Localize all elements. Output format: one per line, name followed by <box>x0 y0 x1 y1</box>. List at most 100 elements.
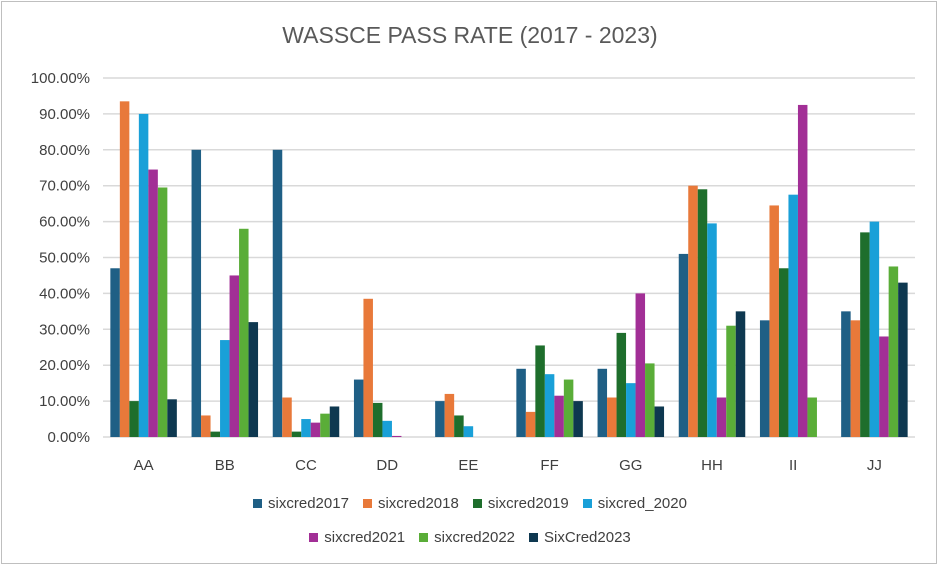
bar-II-sixcred_2020 <box>788 194 798 437</box>
legend-row: sixcred2021 sixcred2022 SixCred2023 <box>0 520 940 554</box>
legend-swatch <box>529 532 539 542</box>
legend-label: SixCred2023 <box>544 528 631 546</box>
bar-II-sixcred2017 <box>759 320 770 437</box>
x-tick-label: DD <box>376 457 398 474</box>
bar-GG-sixcred2018 <box>607 397 617 437</box>
bar-JJ-sixcred2017 <box>841 311 851 437</box>
y-tick-label: 80.00% <box>39 142 90 159</box>
bar-CC-sixcred2017 <box>272 149 283 438</box>
bar-CC-SixCred2023 <box>329 406 340 437</box>
chart-title: WASSCE PASS RATE (2017 - 2023) <box>282 22 658 48</box>
legend-item: sixcred2018 <box>362 494 459 512</box>
x-tick-label: JJ <box>867 457 882 474</box>
bar-II-sixcred2021 <box>797 104 808 438</box>
bar-JJ-SixCred2023 <box>898 282 908 437</box>
bar-DD-sixcred2021 <box>391 435 402 437</box>
bar-JJ-sixcred2022 <box>888 266 899 437</box>
legend-swatch <box>419 532 429 542</box>
legend-label: sixcred2017 <box>268 494 349 512</box>
x-tick-label: GG <box>619 457 642 474</box>
bar-HH-sixcred2021 <box>716 397 727 437</box>
bar-JJ-sixcred2018 <box>850 320 861 437</box>
y-tick-label: 50.00% <box>39 250 90 267</box>
bar-DD-sixcred2019 <box>372 402 383 437</box>
bar-AA-sixcred2019 <box>129 401 139 437</box>
bar-EE-sixcred_2020 <box>463 426 474 437</box>
bar-FF-sixcred2019 <box>535 345 545 437</box>
bar-JJ-sixcred2019 <box>860 232 870 437</box>
bar-II-sixcred2019 <box>778 268 789 437</box>
bar-FF-sixcred2018 <box>525 411 536 437</box>
bar-GG-sixcred2022 <box>645 363 655 437</box>
bar-AA-sixcred_2020 <box>138 113 149 438</box>
y-tick-label: 60.00% <box>39 214 90 231</box>
x-tick-label: CC <box>295 457 317 474</box>
legend-label: sixcred2022 <box>434 528 516 546</box>
legend-item: SixCred2023 <box>529 529 631 546</box>
x-tick-label: AA <box>134 457 154 474</box>
bar-DD-sixcred2017 <box>353 379 364 437</box>
bar-CC-sixcred2022 <box>320 413 330 437</box>
bar-BB-SixCred2023 <box>248 322 259 437</box>
bar-BB-sixcred2019 <box>210 431 221 437</box>
bar-EE-sixcred2019 <box>454 415 464 437</box>
bar-HH-sixcred2022 <box>726 325 736 437</box>
legend-swatch <box>472 498 482 508</box>
x-tick-label: HH <box>701 457 723 474</box>
legend-swatch <box>309 532 319 542</box>
bar-BB-sixcred2021 <box>229 275 240 437</box>
bar-HH-sixcred2017 <box>678 253 689 437</box>
legend-item: sixcred2022 <box>419 529 515 546</box>
legend-swatch <box>253 498 263 508</box>
legend-item: sixcred_2020 <box>582 494 687 512</box>
y-tick-label: 0.00% <box>47 429 90 446</box>
legend-swatch <box>362 498 372 508</box>
bar-BB-sixcred_2020 <box>220 340 230 437</box>
bar-GG-sixcred2017 <box>597 368 608 437</box>
y-tick-label: 10.00% <box>39 393 90 410</box>
bar-AA-sixcred2017 <box>110 268 120 437</box>
bar-DD-sixcred2018 <box>363 298 373 437</box>
bar-BB-sixcred2022 <box>239 228 249 437</box>
bar-GG-sixcred2019 <box>616 332 627 437</box>
bar-FF-SixCred2023 <box>573 401 583 437</box>
bar-GG-sixcred_2020 <box>626 383 636 437</box>
legend: sixcred2017 sixcred2018 sixcred2019 sixcred… <box>0 486 940 554</box>
legend-label: sixcred2019 <box>487 494 569 512</box>
bar-EE-sixcred2018 <box>444 393 455 437</box>
bar-JJ-sixcred_2020 <box>869 221 880 437</box>
legend-item: sixcred2017 <box>253 495 349 512</box>
y-tick-label: 30.00% <box>39 321 90 338</box>
bar-AA-sixcred2022 <box>157 187 168 437</box>
bar-GG-SixCred2023 <box>654 406 665 437</box>
y-tick-label: 40.00% <box>39 285 90 302</box>
legend-label: sixcred_2020 <box>597 494 687 512</box>
legend-label: sixcred2018 <box>377 494 459 512</box>
bar-JJ-sixcred2021 <box>879 336 889 437</box>
x-tick-label: II <box>789 457 797 474</box>
bar-EE-sixcred2017 <box>435 401 445 437</box>
x-tick-label: BB <box>215 457 235 474</box>
bar-DD-sixcred_2020 <box>382 420 392 437</box>
y-tick-label: 100.00% <box>31 70 90 87</box>
x-tick-label: EE <box>458 457 478 474</box>
bar-FF-sixcred_2020 <box>544 374 555 437</box>
bar-CC-sixcred2021 <box>310 422 321 437</box>
bar-BB-sixcred2017 <box>191 149 202 438</box>
bar-HH-sixcred2019 <box>697 189 708 437</box>
y-tick-label: 20.00% <box>39 357 90 374</box>
bar-HH-SixCred2023 <box>735 311 746 437</box>
bar-CC-sixcred2018 <box>282 397 292 437</box>
bar-BB-sixcred2018 <box>201 415 211 437</box>
bar-FF-sixcred2021 <box>554 395 564 437</box>
bar-HH-sixcred2018 <box>688 185 698 437</box>
legend-item: sixcred2019 <box>472 494 569 512</box>
bar-GG-sixcred2021 <box>635 293 646 437</box>
bar-II-sixcred2018 <box>769 205 779 437</box>
legend-swatch <box>582 498 592 508</box>
legend-label: sixcred2021 <box>324 528 406 546</box>
y-tick-label: 70.00% <box>39 178 90 195</box>
bar-AA-sixcred2021 <box>148 169 158 438</box>
